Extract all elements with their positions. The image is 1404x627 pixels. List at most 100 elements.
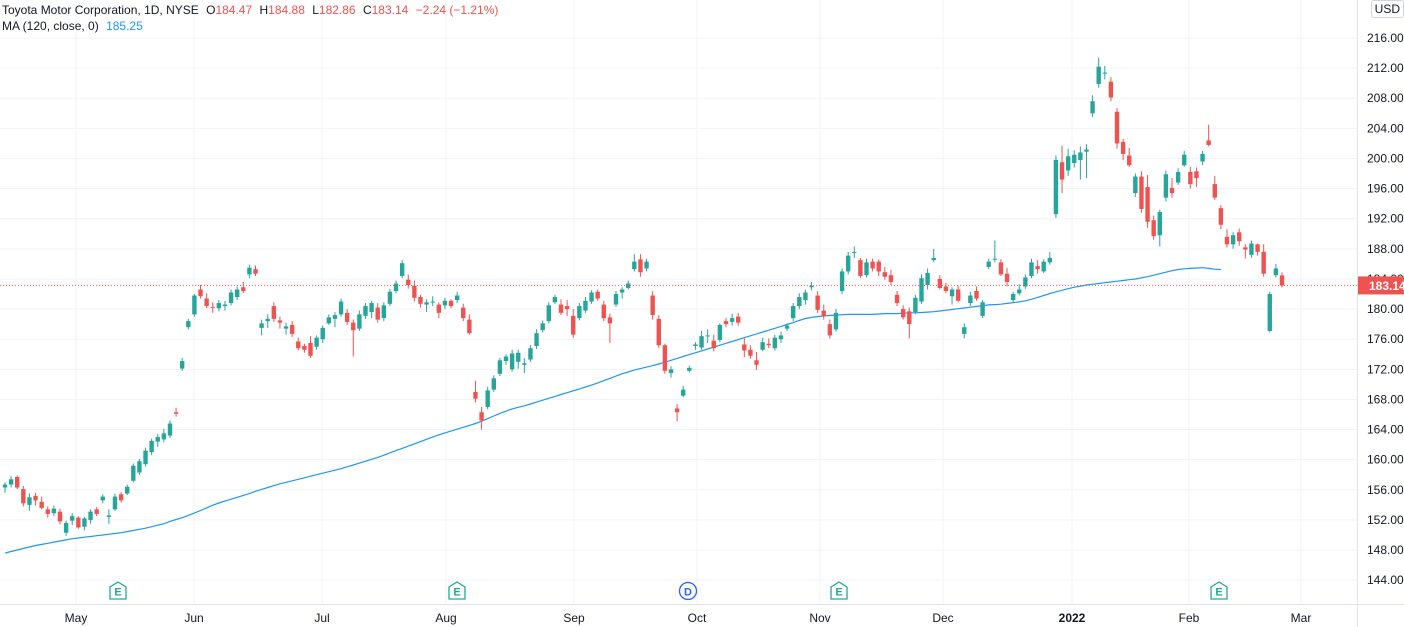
price-tick-label: 208.00 [1367,91,1404,105]
ma-value: 185.25 [106,19,143,33]
candle-body [1010,294,1016,301]
candle [186,318,191,330]
candle [803,289,808,305]
candle-body [1200,153,1205,162]
candle [790,303,796,322]
candle [962,323,967,339]
earnings-marker[interactable]: E [109,581,127,600]
candle-body [198,289,203,297]
candle [876,259,881,276]
candle-body [1212,184,1217,198]
price-tick-label: 212.00 [1367,61,1404,75]
candle-body [974,291,979,299]
candle-body [338,301,344,315]
candle-body [1267,294,1272,331]
price-tick-label: 168.00 [1367,392,1404,406]
candle-body [1102,72,1107,74]
candle-body [320,327,325,340]
candle [436,302,442,319]
candle [613,291,619,307]
candle [88,509,93,524]
candle-body [296,341,301,349]
earnings-marker[interactable]: E [830,581,848,600]
candle-body [986,261,991,267]
candle-body [277,320,283,323]
candle-body [442,300,448,306]
candle-body [412,285,417,298]
candle [247,264,252,279]
price-tick-label: 152.00 [1367,513,1404,527]
candle [1163,170,1169,202]
candle-body [479,412,484,421]
candle [289,321,295,337]
candle [894,291,900,307]
candle-body [601,304,606,319]
price-tick-label: 160.00 [1367,453,1404,467]
candle [845,251,851,275]
candle [729,313,735,326]
candle [479,406,484,430]
candle-body [76,517,81,528]
candle [1169,178,1175,198]
candle [100,494,105,504]
candle-body [705,335,710,337]
candle-body [1078,152,1083,160]
candle [45,506,50,518]
earnings-marker[interactable]: E [1210,581,1228,600]
candle [149,438,154,456]
candle [234,286,240,301]
candle [1004,267,1010,287]
ma-legend[interactable]: MA (120, close, 0) 185.25 [2,18,143,34]
candle-body [913,297,918,313]
candle [1017,284,1022,296]
candle [1133,173,1138,197]
candle-body [522,363,527,365]
candle [1041,259,1046,273]
candle [644,258,649,272]
earnings-marker-shape [109,581,127,600]
event-marker-letter: E [114,587,121,599]
high-label: H [259,3,269,17]
candle [228,289,234,306]
candle [1078,146,1083,180]
candle-body [216,303,222,309]
candle [296,337,301,351]
candle-body [2,484,8,488]
candle [412,280,417,302]
candle [571,309,576,338]
earnings-marker-shape [830,581,848,600]
candle [399,260,405,279]
price-tick-label: 180.00 [1367,302,1404,316]
candle [852,246,857,258]
close-label: C [362,3,372,17]
candle-body [1029,262,1034,276]
currency-button[interactable]: USD [1370,0,1404,18]
candle-body [845,255,851,272]
candle [888,269,894,285]
low-value: 182.86 [318,3,356,17]
candle [607,313,613,343]
earnings-marker[interactable]: E [448,581,466,600]
candle-body [63,522,69,533]
candle [265,314,270,328]
time-tick-label: Aug [435,611,456,625]
price-axis-labels: 216.00 212.00 208.00 204.00 200.00 196.00 192.… [1367,31,1404,587]
ma-label: MA (120, close, 0) [2,19,99,33]
candle [809,281,814,291]
candle [179,358,185,371]
candle [577,303,582,321]
candle [913,294,918,315]
candle-body [937,278,943,288]
candle [858,257,863,279]
candle [815,291,820,313]
candle-body [583,300,588,311]
dividend-marker-shape [678,581,698,601]
candle [167,420,173,438]
candle-body [351,322,356,331]
dividend-marker[interactable]: D [678,581,698,601]
candle-body [803,292,808,301]
candle-body [381,305,387,319]
candle [442,297,448,310]
candle-body [1218,208,1224,225]
